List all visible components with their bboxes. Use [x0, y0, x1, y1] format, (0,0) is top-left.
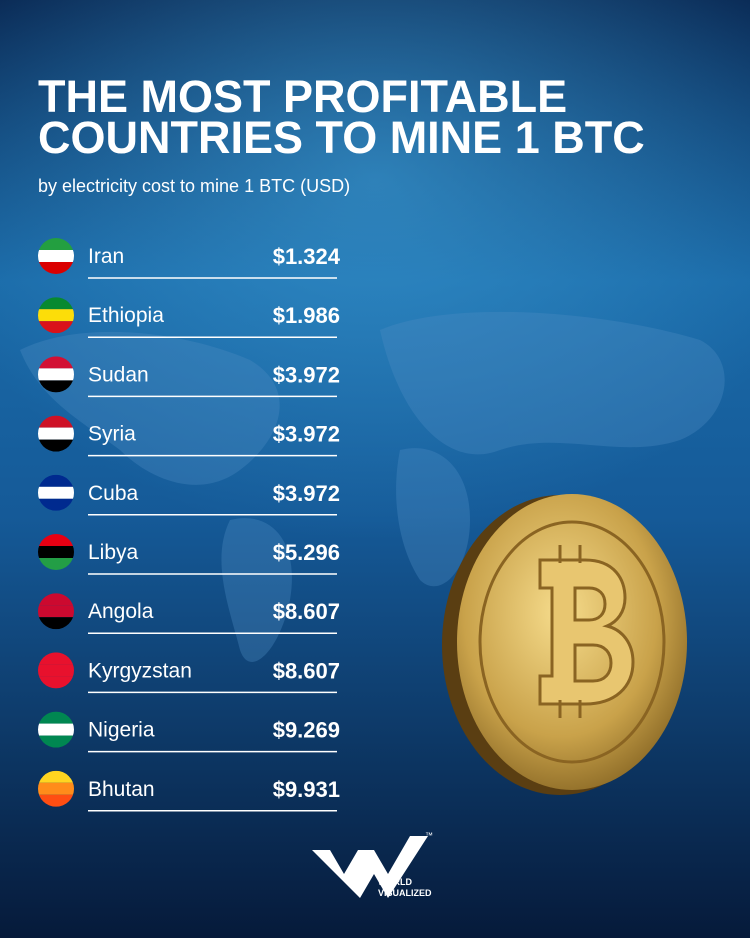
cost-value: $9.931: [273, 777, 340, 802]
title-line: COUNTRIES TO MINE 1 BTC: [38, 112, 645, 163]
flag-stripe: [38, 474, 74, 487]
cost-value: $8.607: [273, 599, 340, 624]
logo-mark: [312, 836, 428, 898]
country-name: Libya: [88, 541, 139, 564]
logo: ™ WORLD VISUALIZED: [312, 831, 433, 898]
flag: [38, 770, 74, 807]
flag: [38, 238, 74, 274]
cost-value: $3.972: [273, 422, 340, 447]
flag-stripe: [38, 250, 74, 262]
flag-stripe: [38, 617, 74, 630]
flag-stripe: [38, 380, 74, 393]
flag: [38, 593, 74, 630]
country-name: Ethiopia: [88, 304, 164, 327]
logo-text: WORLD: [378, 877, 412, 887]
flag-stripe: [38, 605, 74, 618]
flag: [38, 356, 74, 393]
flag-stripe: [38, 534, 74, 546]
country-name: Angola: [88, 600, 154, 623]
flag-stripe: [38, 782, 74, 795]
flag-stripe: [38, 297, 74, 310]
flag-stripe: [38, 711, 74, 724]
cost-value: $5.296: [273, 540, 340, 565]
cost-value: $3.972: [273, 362, 340, 387]
country-name: Cuba: [88, 482, 139, 505]
world-map: [20, 311, 725, 662]
country-name: Sudan: [88, 363, 149, 386]
flag-stripe: [38, 439, 74, 452]
flag-stripe: [38, 321, 74, 334]
flag-stripe: [38, 498, 74, 511]
flag-stripe: [38, 309, 74, 322]
flag-stripe: [38, 546, 74, 558]
flag-stripe: [38, 238, 74, 250]
flag-stripe: [38, 652, 74, 665]
flag-stripe: [38, 593, 74, 606]
flag-stripe: [38, 356, 74, 369]
country-name: Iran: [88, 245, 124, 268]
flag-stripe: [38, 262, 74, 274]
flag: [38, 534, 74, 570]
country-name: Bhutan: [88, 778, 155, 801]
country-name: Syria: [88, 423, 136, 446]
flag-stripe: [38, 676, 74, 689]
background-glow: [0, 0, 750, 600]
flag: [38, 474, 74, 511]
title-line: THE MOST PROFITABLE: [38, 71, 567, 122]
flag-stripe: [38, 770, 74, 783]
flag: [38, 415, 74, 452]
flag-stripe: [38, 794, 74, 807]
cost-value: $1.324: [273, 244, 341, 269]
flag-stripe: [38, 486, 74, 499]
flag-stripe: [38, 735, 74, 748]
flag: [38, 711, 74, 748]
flag-stripe: [38, 427, 74, 440]
logo-text: VISUALIZED: [378, 888, 432, 898]
country-name: Nigeria: [88, 719, 155, 742]
trademark: ™: [425, 831, 433, 840]
flag-stripe: [38, 558, 74, 570]
flag-stripe: [38, 368, 74, 381]
bitcoin-coin: [442, 494, 687, 795]
cost-value: $3.972: [273, 481, 340, 506]
flag: [38, 652, 74, 689]
country-name: Kyrgyzstan: [88, 659, 192, 682]
cost-value: $8.607: [273, 658, 340, 683]
subtitle: by electricity cost to mine 1 BTC (USD): [38, 176, 350, 196]
header: THE MOST PROFITABLE COUNTRIES TO MINE 1 …: [38, 71, 645, 196]
flag-stripe: [38, 723, 74, 736]
cost-value: $9.269: [273, 718, 340, 743]
flag-stripe: [38, 664, 74, 677]
cost-value: $1.986: [273, 303, 340, 328]
flag-stripe: [38, 415, 74, 428]
country-list: Iran $1.324 Ethiopia $1.986 Sudan $3.972 Syria…: [38, 238, 341, 812]
flag: [38, 297, 74, 334]
